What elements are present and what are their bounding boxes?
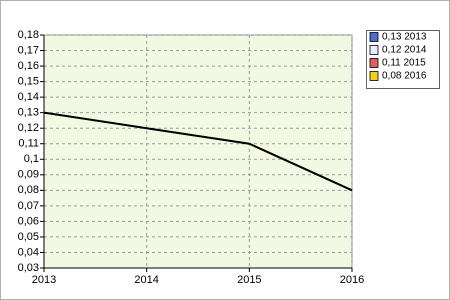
y-tick-label: 0,12: [18, 122, 39, 134]
y-tick-label: 0,07: [18, 200, 39, 212]
y-tick-label: 0,03: [18, 262, 39, 274]
legend-swatch: [369, 71, 379, 81]
y-tick-label: 0,09: [18, 169, 39, 181]
y-tick-label: 0,1: [24, 153, 39, 165]
y-tick-label: 0,05: [18, 231, 39, 243]
y-tick-label: 0,13: [18, 107, 39, 119]
legend-label: 0,12 2014: [382, 45, 427, 56]
y-tick-label: 0,14: [18, 91, 39, 103]
y-tick-label: 0,06: [18, 215, 39, 227]
y-tick-label: 0,17: [18, 44, 39, 56]
legend-label: 0,11 2015: [382, 58, 426, 69]
x-tick-label: 2013: [32, 274, 56, 286]
x-tick-label: 2014: [134, 274, 158, 286]
y-tick-label: 0,04: [18, 246, 39, 258]
y-tick-label: 0,15: [18, 76, 39, 88]
legend-swatch: [369, 45, 379, 55]
y-tick-label: 0,18: [18, 29, 39, 41]
legend-swatch: [369, 32, 379, 42]
legend-label: 0,08 2016: [382, 71, 427, 82]
y-tick-label: 0,16: [18, 60, 39, 72]
line: [43, 111, 353, 192]
legend-label: 0,13 2013: [382, 32, 427, 43]
legend-swatch: [369, 58, 379, 68]
plot-area: [43, 34, 353, 269]
legend: [366, 30, 440, 89]
y-tick-label: 0,11: [18, 138, 39, 150]
x-tick-label: 2015: [237, 274, 261, 286]
y-tick-label: 0,08: [18, 184, 39, 196]
x-tick-label: 2016: [340, 274, 364, 286]
